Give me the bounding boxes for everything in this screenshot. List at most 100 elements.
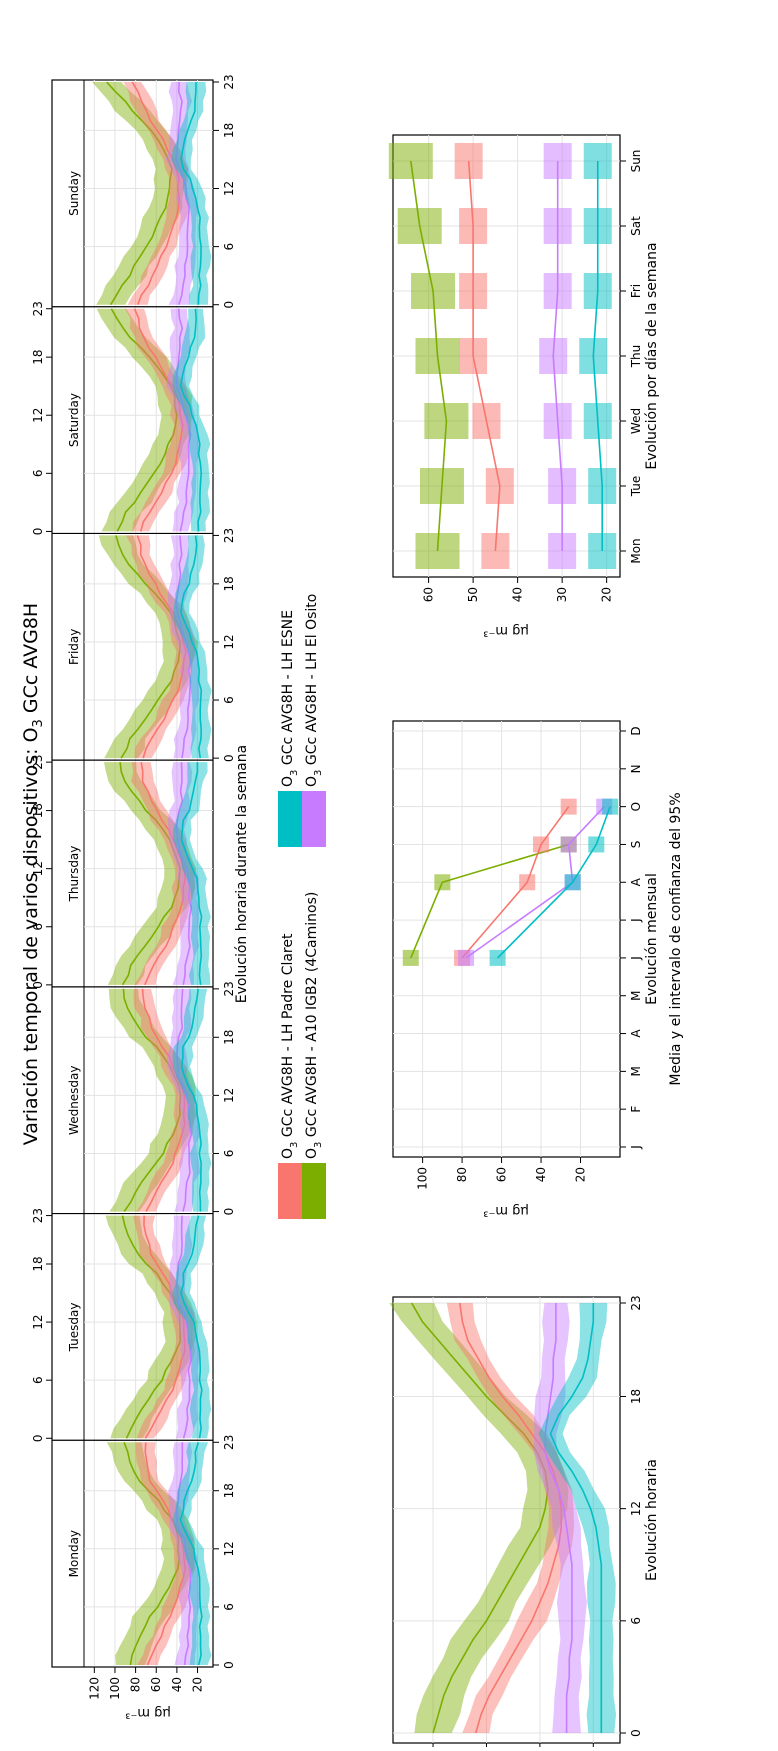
ci-band-padre_claret <box>133 1215 196 1439</box>
y-tick-label: 100 <box>416 1167 430 1190</box>
series-line-esne <box>180 762 203 985</box>
y-tick-label: 120 <box>87 1677 101 1700</box>
hour-weekday-panel: Monday 0 6 12 18 23 Tuesday 0 6 12 18 23 Wednesday 0 6… <box>31 74 250 1720</box>
series-line-el_osito <box>175 1442 192 1666</box>
x-tick-label: 18 <box>222 123 236 138</box>
x-tick-label: D <box>629 726 643 735</box>
ci-band-esne <box>172 535 212 759</box>
series-line-esne <box>179 308 203 532</box>
y-tick-label: 20 <box>574 1167 588 1182</box>
ci-band-el_osito <box>168 1442 200 1665</box>
ci-band-esne <box>172 1442 212 1665</box>
ci-band-igb2 <box>103 762 197 985</box>
x-tick-label: J <box>629 918 643 923</box>
ci-band-esne <box>172 762 211 985</box>
series-line-el_osito <box>175 535 192 759</box>
y-tick-label: 80 <box>455 1167 469 1182</box>
series-line-padre_claret <box>141 988 186 1212</box>
x-tick-label: M <box>629 1066 643 1076</box>
x-tick-label: Wed <box>629 408 643 434</box>
x-axis-label: Evolución horaria durante la semana <box>234 745 250 1003</box>
x-tick-label: 18 <box>31 1256 45 1271</box>
series-line-el_osito <box>176 988 193 1212</box>
x-tick-label: 0 <box>222 754 236 762</box>
x-tick-label: 23 <box>222 981 236 996</box>
x-tick-label: 23 <box>222 528 236 543</box>
day-strip-label: Sunday <box>67 171 81 216</box>
series-line-igb2 <box>410 160 448 552</box>
legend-entry-prefix: O <box>280 776 296 787</box>
ci-band-igb2 <box>92 82 189 305</box>
ci-band-el_osito <box>168 1215 201 1439</box>
x-tick-label: N <box>629 764 643 773</box>
legend-entry: O3 GCc AVG8H - LH El Osito <box>304 594 324 787</box>
series-line-padre_claret <box>140 762 187 986</box>
x-tick-label: 18 <box>222 1030 236 1045</box>
x-tick-label: 0 <box>629 1729 643 1737</box>
series-line-igb2 <box>106 81 173 306</box>
x-axis-label: Evolución mensual <box>644 873 660 1005</box>
series-line-padre_claret <box>467 160 501 552</box>
series-line-igb2 <box>119 762 182 986</box>
x-tick-label: J <box>629 956 643 961</box>
ci-band-padre_claret <box>125 535 195 759</box>
x-tick-label: 0 <box>222 1661 236 1669</box>
ci-band-padre_claret <box>135 1442 196 1665</box>
series-line-igb2 <box>110 308 178 532</box>
series-line-padre_claret <box>458 1302 563 1734</box>
legend-entry-text: GCc AVG8H - LH ESNE <box>280 610 296 770</box>
legend-entry-sub: 3 <box>289 770 300 776</box>
x-tick-label: 18 <box>222 1483 236 1498</box>
y-tick-label: 60 <box>149 1677 163 1692</box>
series-line-el_osito <box>174 81 190 305</box>
y-tick-label: 100 <box>108 1677 122 1700</box>
x-tick-label: O <box>629 802 643 811</box>
panel-frame <box>392 1296 621 1744</box>
x-tick-label: 6 <box>222 1603 236 1611</box>
x-tick-label: 12 <box>629 1501 643 1516</box>
series-line-igb2 <box>410 1302 549 1734</box>
x-tick-label: M <box>629 991 643 1001</box>
series-line-padre_claret <box>136 535 187 759</box>
legend-swatch-padre_claret <box>278 1163 302 1219</box>
x-tick-label: 6 <box>222 1150 236 1158</box>
x-tick-label: 6 <box>222 696 236 704</box>
series-line-padre_claret <box>131 81 181 305</box>
x-tick-label: A <box>629 1029 643 1038</box>
legend-entry: O3 GCc AVG8H - LH ESNE <box>280 610 300 787</box>
ci-band-el_osito <box>534 1303 587 1733</box>
weekday-panel: Mon Tue Wed Thu Fri Sat Sun 20 30 40 50 60 µg m⁻³ Evo… <box>388 134 660 638</box>
y-axis-label: µg m⁻³ <box>483 623 528 638</box>
series-line-el_osito <box>176 1215 192 1439</box>
ci-band-esne <box>172 1215 212 1439</box>
x-tick-label: Mon <box>629 538 643 563</box>
ci-band-el_osito <box>167 535 200 759</box>
y-axis-label: µg m⁻³ <box>483 1203 528 1218</box>
series-line-el_osito <box>175 762 193 985</box>
ci-band-padre_claret <box>131 762 196 985</box>
x-tick-label: F <box>629 1106 643 1113</box>
ci-band-el_osito <box>165 82 199 305</box>
x-tick-label: Sat <box>629 216 643 236</box>
series-line-igb2 <box>115 535 182 759</box>
y-tick-label: 80 <box>129 1677 143 1692</box>
x-tick-label: 0 <box>222 1208 236 1216</box>
x-tick-label: 12 <box>222 1088 236 1103</box>
x-tick-label: 18 <box>222 576 236 591</box>
x-tick-label: 0 <box>31 528 45 536</box>
ci-band-igb2 <box>96 308 193 532</box>
x-tick-label: Tue <box>629 476 643 498</box>
ci-band-padre_claret <box>124 308 192 532</box>
x-tick-label: Sun <box>629 150 643 173</box>
x-axis-label-2: Media y el intervalo de confianza del 95… <box>668 792 684 1085</box>
series-line-esne <box>549 1303 603 1733</box>
x-tick-label: 12 <box>31 408 45 423</box>
ci-band-padre_claret <box>123 82 190 305</box>
x-tick-label: 0 <box>31 981 45 989</box>
series-line-padre_claret <box>461 806 570 959</box>
day-strip-label: Monday <box>67 1530 81 1577</box>
legend-swatch-esne <box>278 791 302 847</box>
y-tick-label: 60 <box>422 587 436 602</box>
